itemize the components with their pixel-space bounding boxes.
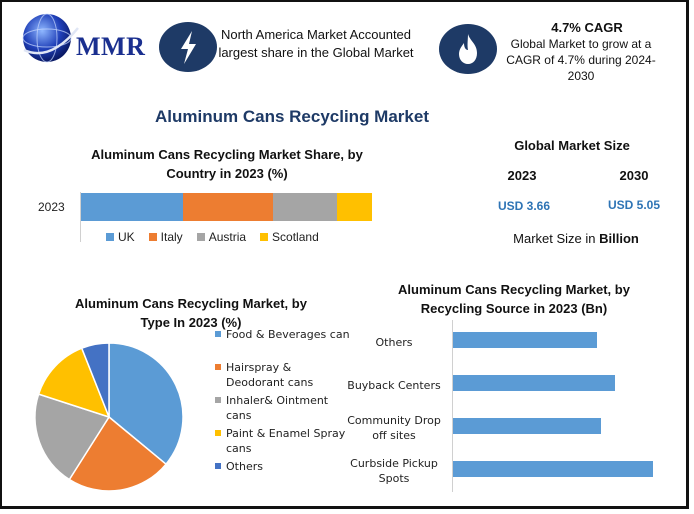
source-category-text: Community Drop off sites (347, 414, 441, 442)
source-bar-chart: Others Buyback Centers Community Drop off … (339, 320, 669, 492)
legend-swatch (215, 397, 221, 403)
legend-swatch (215, 463, 221, 469)
pie-legend-item-hairspray-deodorant-cans: Hairspray & Deodorant cans (215, 360, 350, 390)
legend-label: Hairspray & Deodorant cans (226, 361, 314, 389)
market-size-note: Market Size in Billion (496, 231, 656, 246)
year-2023-label: 2023 (507, 168, 537, 183)
flame-icon (459, 34, 477, 64)
country-chart-title: Aluminum Cans Recycling Market Share, by… (91, 147, 363, 181)
legend-label: Inhaler& Ointment cans (226, 394, 329, 422)
lightning-icon (181, 31, 196, 64)
legend-swatch (148, 233, 157, 241)
value-2030: USD 5.05 (607, 198, 661, 212)
legend-item-uk: UK (106, 230, 135, 244)
market-size-note-unit: Billion (599, 231, 639, 246)
pie-slice-paint-enamel-spray-cans (37, 347, 111, 419)
source-category-label: Community Drop off sites (339, 410, 449, 446)
source-category-label: Curbside Pickup Spots (339, 453, 449, 489)
country-chart-legend: UK Italy Austria Scotland (106, 230, 319, 244)
cagr-title: 4.7% CAGR (551, 20, 623, 35)
legend-swatch (215, 331, 221, 337)
source-category-label: Others (339, 324, 449, 360)
pie-legend-item-inhaler-ointment-cans: Inhaler& Ointment cans (215, 393, 350, 423)
pie-slice-others (80, 342, 110, 418)
source-category-text: Others (375, 335, 413, 349)
legend-label: Others (226, 460, 263, 473)
legend-label: Scotland (272, 230, 319, 244)
pie-legend-item-paint-enamel-spray-cans: Paint & Enamel Spray cans (215, 426, 350, 456)
source-chart-axis (452, 320, 453, 492)
legend-label: UK (118, 230, 135, 244)
globe-logo-icon (22, 13, 79, 63)
source-bar-others (453, 332, 597, 348)
country-stacked-bar (81, 193, 372, 221)
legend-swatch (196, 233, 205, 241)
stack-segment-uk (81, 193, 183, 221)
source-category-label: Buyback Centers (339, 367, 449, 403)
source-bar-curbside-pickup-spots (453, 461, 653, 477)
type-chart-title: Aluminum Cans Recycling Market, by Type … (75, 296, 307, 330)
north-america-note: North America Market Accounted largest s… (218, 27, 414, 60)
value-2023: USD 3.66 (497, 199, 551, 213)
pie-slice-hairspray-deodorant-cans (68, 415, 168, 492)
legend-swatch (106, 233, 114, 241)
country-chart-axis (80, 192, 81, 242)
legend-label: Paint & Enamel Spray cans (226, 427, 346, 455)
pie-legend-item-food-beverages-can: Food & Beverages can (215, 327, 350, 342)
stack-segment-scotland (337, 193, 372, 221)
logo-text: MMR (76, 32, 146, 61)
pie-slice-inhaler-ointment-cans (34, 393, 111, 481)
legend-item-austria: Austria (196, 230, 247, 244)
main-title: Aluminum Cans Recycling Market (155, 107, 429, 126)
stack-segment-austria (273, 193, 338, 221)
year-2030-label: 2030 (619, 168, 649, 183)
cagr-note: Global Market to grow at a CAGR of 4.7% … (506, 37, 656, 83)
source-bar-buyback-centers (453, 375, 615, 391)
legend-item-scotland: Scotland (260, 230, 319, 244)
market-size-note-prefix: Market Size in (513, 231, 600, 246)
flame-icon-circle (439, 24, 497, 74)
legend-swatch (215, 430, 221, 436)
legend-swatch (260, 233, 269, 241)
legend-label: Italy (160, 230, 183, 244)
legend-item-italy: Italy (148, 230, 183, 244)
lightning-icon-circle (159, 22, 217, 72)
country-chart-category: 2023 (38, 200, 65, 214)
type-pie-chart (34, 342, 184, 492)
legend-label: Austria (208, 230, 247, 244)
legend-label: Food & Beverages can (226, 328, 350, 341)
pie-slice-food-beverages-can (108, 342, 184, 466)
source-category-text: Curbside Pickup Spots (350, 457, 438, 485)
stack-segment-italy (182, 193, 274, 221)
source-category-text: Buyback Centers (347, 378, 441, 392)
pie-legend-item-others: Others (215, 459, 350, 474)
source-bar-community-drop-off-sites (453, 418, 601, 434)
market-size-title: Global Market Size (514, 138, 630, 153)
source-chart-title: Aluminum Cans Recycling Market, by Recyc… (398, 282, 630, 316)
legend-swatch (215, 364, 221, 370)
